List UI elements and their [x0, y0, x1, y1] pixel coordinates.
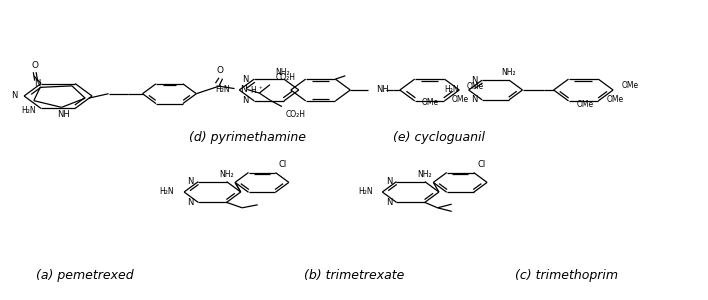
- Text: H₂N: H₂N: [358, 188, 372, 196]
- Text: CO₂H: CO₂H: [285, 110, 306, 119]
- Text: N: N: [242, 75, 249, 84]
- Text: N: N: [34, 79, 41, 88]
- Text: N: N: [188, 198, 194, 207]
- Text: N: N: [386, 198, 392, 207]
- Text: (b) trimetrexate: (b) trimetrexate: [304, 269, 404, 283]
- Text: OMe: OMe: [467, 82, 484, 91]
- Text: N: N: [472, 95, 478, 104]
- Text: N: N: [11, 92, 18, 100]
- Text: N: N: [242, 96, 249, 105]
- Text: Cl: Cl: [477, 160, 486, 169]
- Text: H₂N: H₂N: [444, 85, 459, 94]
- Text: N: N: [240, 85, 247, 94]
- Text: N: N: [472, 76, 478, 85]
- Text: Cl: Cl: [279, 160, 287, 169]
- Text: OMe: OMe: [577, 100, 594, 109]
- Text: NH₂: NH₂: [275, 68, 290, 77]
- Text: NH₂: NH₂: [502, 68, 516, 77]
- Text: (a) pemetrexed: (a) pemetrexed: [36, 269, 134, 283]
- Text: OMe: OMe: [422, 98, 439, 107]
- Text: H₂N: H₂N: [215, 85, 229, 94]
- Text: H: H: [250, 86, 256, 95]
- Text: H₂N: H₂N: [159, 188, 174, 196]
- Text: OMe: OMe: [622, 81, 639, 90]
- Text: ⁺: ⁺: [259, 87, 263, 93]
- Text: N: N: [188, 177, 194, 186]
- Text: NH: NH: [57, 110, 69, 119]
- Text: (c) trimethoprim: (c) trimethoprim: [515, 269, 618, 283]
- Text: (e) cycloguanil: (e) cycloguanil: [393, 131, 485, 145]
- Text: H₂N: H₂N: [21, 106, 35, 116]
- Text: OMe: OMe: [607, 95, 624, 104]
- Text: OMe: OMe: [452, 94, 469, 103]
- Text: O: O: [32, 61, 39, 70]
- Text: NH₂: NH₂: [418, 169, 432, 178]
- Text: N: N: [386, 177, 392, 186]
- Text: (d) pyrimethamine: (d) pyrimethamine: [189, 131, 307, 145]
- Text: CO₂H: CO₂H: [275, 73, 296, 82]
- Text: NH₂: NH₂: [219, 169, 234, 178]
- Text: O: O: [217, 66, 224, 75]
- Text: NH: NH: [377, 85, 389, 94]
